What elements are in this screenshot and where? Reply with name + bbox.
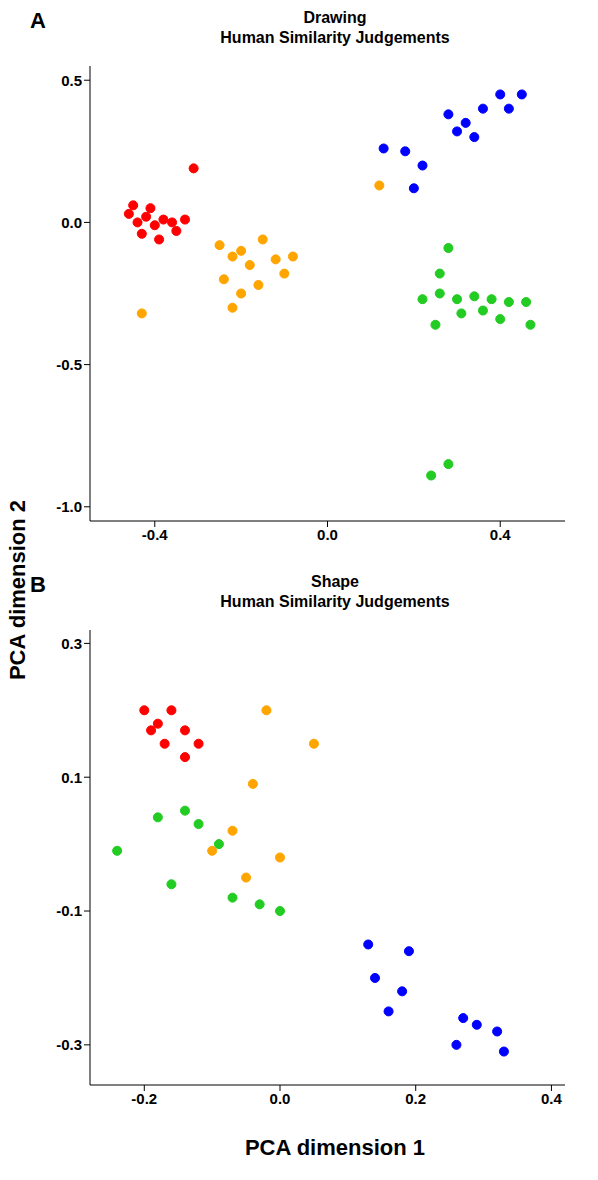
html-text:A: A [30,8,46,33]
html-text:Human Similarity Judgements: Human Similarity Judgements [220,29,450,46]
svg-text:0.5: 0.5 [61,72,82,89]
svg-text:0.3: 0.3 [61,635,82,652]
html-text:Shape: Shape [311,573,359,590]
html-text:B: B [30,572,46,597]
html-text:PCA dimension 1: PCA dimension 1 [244,1135,425,1160]
svg-text:0.2: 0.2 [405,1090,426,1107]
svg-text:0.0: 0.0 [61,214,82,231]
html-text:PCA dimension 2: PCA dimension 2 [5,499,30,681]
svg-text:-0.3: -0.3 [56,1036,82,1053]
html-text:Drawing: Drawing [303,9,367,26]
svg-text:-0.1: -0.1 [56,902,82,919]
svg-text:0.0: 0.0 [317,526,338,543]
svg-text:0.4: 0.4 [490,526,512,543]
svg-text:-1.0: -1.0 [56,498,82,515]
svg-text:0.1: 0.1 [61,769,82,786]
html-text:Human Similarity Judgements: Human Similarity Judgements [220,593,450,610]
svg-text:0.4: 0.4 [541,1090,563,1107]
svg-text:0.0: 0.0 [270,1090,291,1107]
svg-text:-0.5: -0.5 [56,356,82,373]
svg-text:-0.4: -0.4 [142,526,169,543]
svg-text:-0.2: -0.2 [131,1090,157,1107]
